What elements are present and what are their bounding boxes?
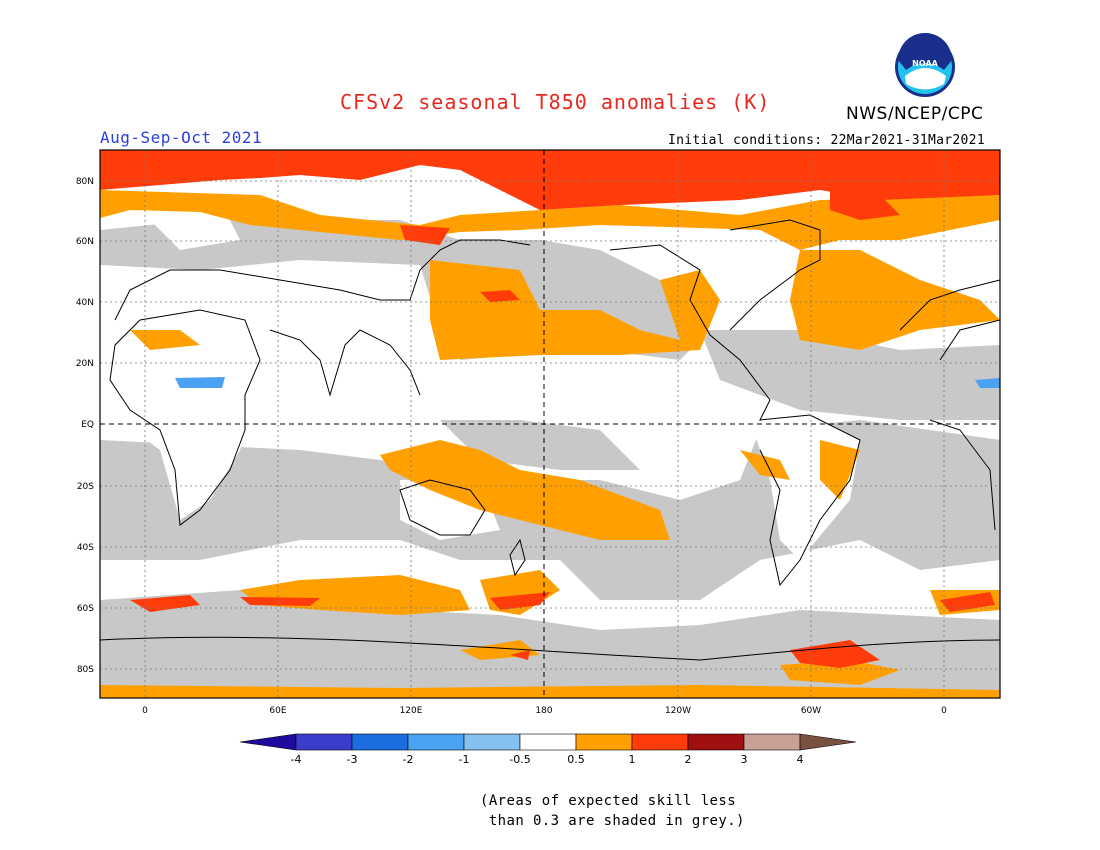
- map-panel: [99, 149, 1001, 699]
- colorbar-arrow-high: [799, 733, 857, 751]
- lat-label: 80S: [77, 665, 94, 675]
- skill-note: (Areas of expected skill less than 0.3 a…: [480, 791, 745, 831]
- colorbar-box: [407, 733, 465, 751]
- lon-label: 0: [142, 706, 148, 716]
- lat-label: 20S: [77, 482, 94, 492]
- lon-label: 60E: [269, 706, 286, 716]
- lat-label: 60N: [76, 237, 94, 247]
- colorbar-box: [463, 733, 521, 751]
- colorbar-label: 3: [741, 753, 748, 766]
- colorbar-arrow-low: [239, 733, 297, 751]
- colorbar-label: -2: [403, 753, 414, 766]
- map-title: CFSv2 seasonal T850 anomalies (K): [340, 90, 771, 114]
- colorbar-label: 1: [629, 753, 636, 766]
- colorbar-label: -3: [347, 753, 358, 766]
- lat-label: 40N: [76, 298, 94, 308]
- lon-label: 120W: [665, 706, 691, 716]
- colorbar-box: [295, 733, 353, 751]
- lat-label: 60S: [77, 604, 94, 614]
- latitude-labels: 80N 60N 40N 20N EQ 20S 40S 60S 80S: [76, 177, 94, 675]
- warm-red-areas: [100, 150, 1000, 668]
- colorbar-label: 0.5: [567, 753, 585, 766]
- logo-text: NOAA: [912, 59, 938, 68]
- lon-label: 120E: [400, 706, 423, 716]
- lat-label: 40S: [77, 543, 94, 553]
- colorbar-label: 2: [685, 753, 692, 766]
- colorbar-label: 4: [797, 753, 804, 766]
- cool-blue-areas: [175, 377, 1000, 388]
- graticule-lines: [100, 150, 1000, 698]
- colorbar-label: -4: [291, 753, 302, 766]
- colorbar-label: -0.5: [509, 753, 530, 766]
- lon-label: 0: [941, 706, 947, 716]
- coastlines: [99, 219, 1001, 661]
- colorbar-box: [575, 733, 633, 751]
- lon-label: 60W: [801, 706, 821, 716]
- colorbar-box: [687, 733, 745, 751]
- longitude-labels: 0 60E 120E 180 120W 60W 0: [142, 706, 947, 716]
- lat-label: EQ: [81, 420, 94, 430]
- note-line-1: (Areas of expected skill less: [480, 793, 737, 809]
- colorbar-box: [519, 733, 577, 751]
- lat-label: 80N: [76, 177, 94, 187]
- colorbar-label: -1: [459, 753, 470, 766]
- initial-conditions-label: Initial conditions: 22Mar2021-31Mar2021: [668, 133, 985, 148]
- equator-dateline: [100, 150, 1000, 698]
- noaa-logo-icon: NOAA: [895, 33, 955, 97]
- colorbar-box: [631, 733, 689, 751]
- lat-label: 20N: [76, 359, 94, 369]
- note-line-2: than 0.3 are shaded in grey.): [480, 813, 745, 829]
- colorbar: -4 -3 -2 -1 -0.5 0.5 1 2 3 4: [239, 733, 857, 766]
- colorbar-box: [743, 733, 801, 751]
- colorbar-box: [351, 733, 409, 751]
- organization-label: NWS/NCEP/CPC: [846, 104, 984, 124]
- lon-label: 180: [535, 706, 552, 716]
- season-label: Aug-Sep-Oct 2021: [100, 128, 263, 147]
